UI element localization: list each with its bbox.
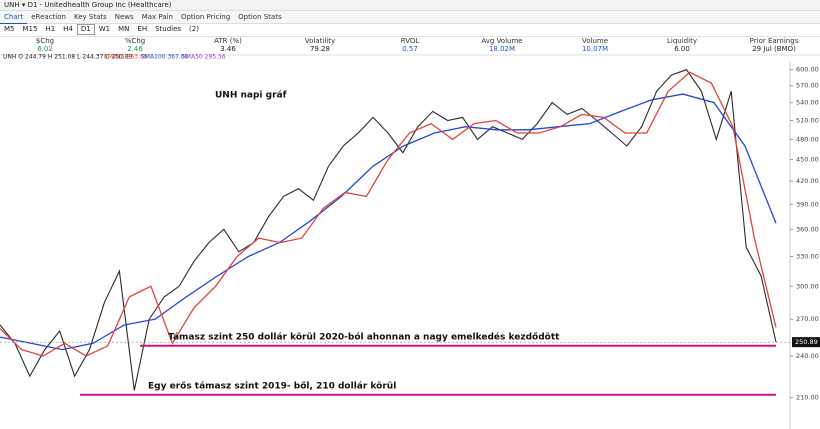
toolbar-button[interactable]: M5 — [4, 25, 15, 33]
tab[interactable]: Option Pricing — [180, 13, 231, 21]
y-tick-label: 390.00 — [796, 200, 819, 208]
tab[interactable]: Option Stats — [238, 13, 282, 21]
stat-header: RVOL — [401, 37, 420, 45]
stat-value: 6.00 — [674, 45, 690, 53]
toolbar-button[interactable]: W1 — [98, 25, 111, 33]
y-tick-label: 240.00 — [796, 352, 819, 360]
y-tick-label: 600.00 — [796, 66, 819, 74]
y-tick-label: 510.00 — [796, 116, 819, 124]
tab[interactable]: News — [114, 13, 134, 21]
price-line — [0, 93, 777, 351]
support-label: Egy erős támasz szint 2019- ből, 210 dol… — [148, 381, 396, 391]
stat-value: 10.07M — [582, 45, 608, 53]
y-tick-label: 300.00 — [796, 282, 819, 290]
stat-value: 3.46 — [220, 45, 236, 53]
y-tick-label: 420.00 — [796, 177, 819, 185]
stat-header: Volatility — [305, 37, 335, 45]
toolbar-button[interactable]: Studies — [155, 25, 182, 33]
price-line — [0, 71, 777, 357]
tab[interactable]: Max Pain — [141, 13, 173, 21]
tab-bar: Chart eReaction Key Stats News Max Pain Optio… — [0, 11, 820, 24]
stat-value: 0.57 — [402, 45, 418, 53]
stat-value: 29 Jul (BMO) — [752, 45, 796, 53]
tab[interactable]: eReaction — [31, 13, 66, 21]
toolbar-button[interactable]: D1 — [76, 24, 95, 35]
y-tick-label: 570.00 — [796, 82, 819, 90]
price-line — [0, 69, 777, 391]
stat-value: 6.02 — [37, 45, 53, 53]
chart-annotation: UNH napi gráf — [215, 91, 287, 101]
stat-value: 79.28 — [310, 45, 330, 53]
last-price-box — [792, 337, 820, 348]
stat-value: 2.46 — [127, 45, 143, 53]
y-tick-label: 360.00 — [796, 225, 819, 233]
stat-header: %Chg — [125, 37, 145, 45]
toolbar-button[interactable]: M15 — [22, 25, 38, 33]
toolbar-button[interactable]: EH — [137, 25, 148, 33]
tab[interactable]: Key Stats — [73, 13, 107, 21]
y-tick-label: 210.00 — [796, 394, 819, 402]
stat-value: 18.02M — [489, 45, 515, 53]
window-title: UNH ▾ D1 - Unitedhealth Group Inc (Healt… — [4, 1, 172, 9]
toolbar-button[interactable]: H1 — [45, 25, 56, 33]
y-tick-label: 330.00 — [796, 253, 819, 261]
stat-header: ATR (%) — [214, 37, 242, 45]
y-tick-label: 540.00 — [796, 99, 819, 107]
title-bar: UNH ▾ D1 - Unitedhealth Group Inc (Healt… — [0, 0, 820, 11]
toolbar-button[interactable]: H4 — [63, 25, 73, 33]
stat-header: $Chg — [36, 37, 54, 45]
toolbar-button[interactable]: MN — [118, 25, 130, 33]
stat-header: Volume — [582, 37, 608, 45]
toolbar: M5 M15 H1 H4 D1 W1 MN EH Studies (2) — [0, 23, 820, 37]
y-tick-label: 450.00 — [796, 156, 819, 164]
support-label: Támasz szint 250 dollár körül 2020-ból a… — [168, 331, 560, 342]
y-tick-label: 480.00 — [796, 135, 819, 143]
last-price-label: 250.89 — [795, 338, 818, 346]
stat-header: Avg Volume — [481, 37, 522, 45]
toolbar-button[interactable]: (2) — [189, 25, 199, 33]
y-tick-label: 270.00 — [796, 315, 819, 323]
stat-header: Prior Earnings — [750, 37, 799, 45]
tab[interactable]: Chart — [0, 11, 28, 24]
stat-header: Liquidity — [667, 37, 697, 45]
